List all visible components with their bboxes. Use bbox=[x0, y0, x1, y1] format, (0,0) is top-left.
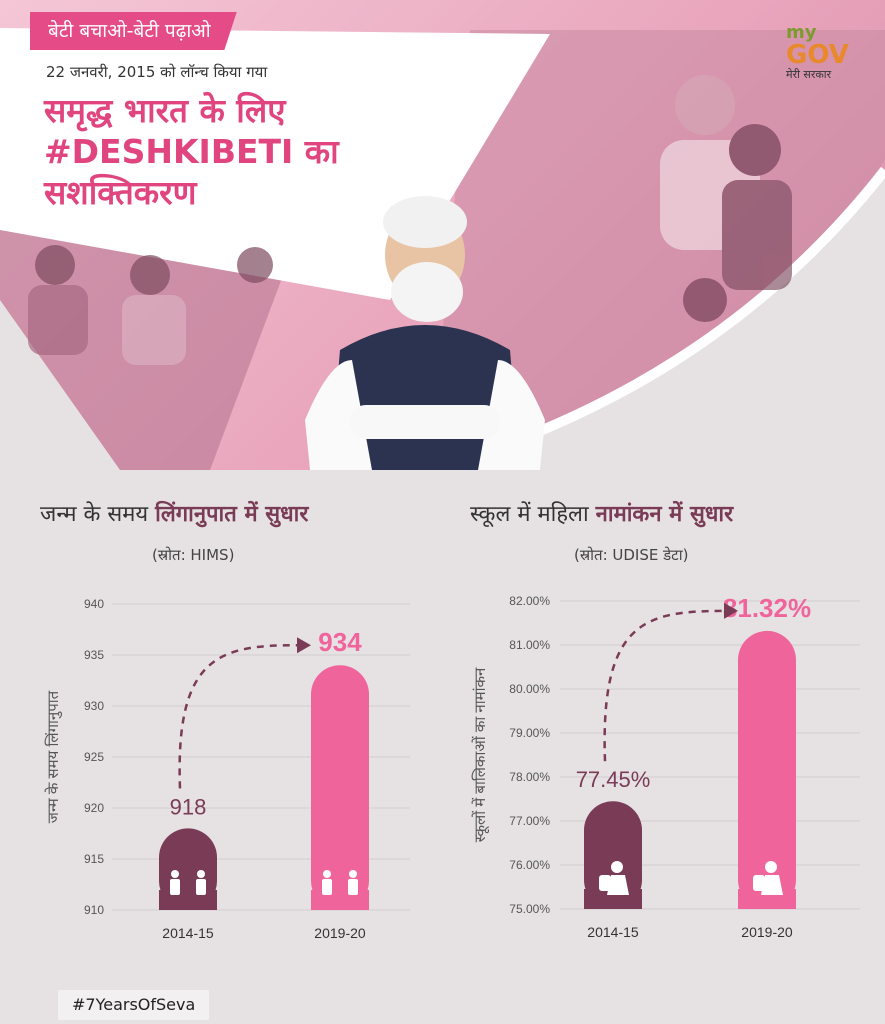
launch-date: 22 जनवरी, 2015 को लॉन्च किया गया bbox=[46, 63, 268, 81]
chart2-title-plain: स्कूल में महिला bbox=[470, 502, 596, 527]
mygov-logo: my GOV मेरी सरकार bbox=[786, 22, 866, 92]
y-tick-label: 77.00% bbox=[509, 814, 550, 828]
girl-head bbox=[611, 861, 623, 873]
backpack bbox=[753, 875, 765, 891]
chart2-source: (स्रोत: UDISE डेटा) bbox=[574, 546, 689, 564]
data-label: 81.32% bbox=[723, 593, 811, 623]
bar-base bbox=[311, 890, 369, 910]
person-head bbox=[349, 870, 357, 878]
y-tick-label: 79.00% bbox=[509, 726, 550, 740]
chart1-source: (स्रोत: HIMS) bbox=[152, 546, 235, 564]
boy-girl-icon bbox=[322, 870, 358, 895]
y-axis-label: जन्म के समय लिंगानुपात bbox=[44, 690, 63, 823]
y-tick-label: 925 bbox=[84, 750, 104, 764]
growth-arrow bbox=[603, 609, 725, 762]
y-tick-label: 930 bbox=[84, 699, 104, 713]
arrow-head bbox=[297, 637, 311, 654]
category-label: 2014-15 bbox=[587, 924, 639, 940]
data-label: 934 bbox=[318, 627, 362, 657]
y-tick-label: 78.00% bbox=[509, 770, 550, 784]
boy-girl-icon bbox=[170, 870, 206, 895]
y-tick-label: 82.00% bbox=[509, 594, 550, 608]
girl-dress bbox=[607, 875, 629, 895]
y-tick-label: 940 bbox=[84, 597, 104, 611]
category-label: 2019-20 bbox=[314, 925, 366, 941]
headline-line: समृद्ध भारत के लिए bbox=[44, 91, 286, 130]
y-tick-label: 81.00% bbox=[509, 638, 550, 652]
y-axis-label: स्कूलों में बालिकाओं का नामांकन bbox=[471, 667, 490, 842]
girl-head bbox=[765, 861, 777, 873]
students-photo bbox=[28, 245, 273, 365]
logo-my: my bbox=[786, 22, 817, 43]
y-tick-label: 75.00% bbox=[509, 902, 550, 916]
chart1-title: जन्म के समय लिंगानुपात में सुधार bbox=[40, 498, 308, 528]
person-body bbox=[322, 879, 332, 895]
person-head bbox=[323, 870, 331, 878]
person-body bbox=[348, 879, 358, 895]
headline-line: सशक्तिकरण bbox=[44, 173, 197, 212]
footer-hashtag: #7YearsOfSeva bbox=[58, 990, 210, 1020]
y-tick-label: 920 bbox=[84, 801, 104, 815]
person-head bbox=[197, 870, 205, 878]
bar-base bbox=[159, 890, 217, 910]
chart1-title-plain: जन्म के समय bbox=[40, 502, 156, 527]
chart1-title-bold: लिंगानुपात में सुधार bbox=[155, 502, 309, 527]
arrow-head bbox=[724, 602, 738, 619]
girl-dress bbox=[761, 875, 783, 895]
growth-arrow bbox=[178, 643, 298, 789]
chart1-svg: 940 935 930 925 920 915 910 जन्म के समय लिंगानु… bbox=[44, 597, 410, 941]
category-label: 2019-20 bbox=[741, 924, 793, 940]
portrait-figure bbox=[305, 196, 545, 470]
campaign-tag: बेटी बचाओ-बेटी पढ़ाओ bbox=[30, 12, 237, 50]
y-tick-label: 915 bbox=[84, 852, 104, 866]
y-tick-label: 76.00% bbox=[509, 858, 550, 872]
bar bbox=[311, 665, 369, 910]
category-label: 2014-15 bbox=[162, 925, 214, 941]
headline-line: #DESHKIBETI का bbox=[44, 132, 339, 171]
children-photo bbox=[660, 75, 792, 322]
chart2-svg: 82.00% 81.00% 80.00% 79.00% 78.00% 77.00% 76.0… bbox=[471, 593, 860, 940]
backpack bbox=[599, 875, 611, 891]
data-label: 918 bbox=[170, 794, 207, 819]
y-tick-label: 910 bbox=[84, 903, 104, 917]
chart2-title: स्कूल में महिला नामांकन में सुधार bbox=[470, 498, 733, 528]
person-body bbox=[170, 879, 180, 895]
schoolgirl-icon bbox=[753, 861, 783, 895]
data-label: 77.45% bbox=[576, 767, 651, 792]
y-tick-label: 935 bbox=[84, 648, 104, 662]
logo-gov: GOV bbox=[786, 40, 849, 70]
bar bbox=[738, 630, 796, 909]
bar bbox=[584, 801, 642, 909]
person-body bbox=[196, 879, 206, 895]
hero-banner: बेटी बचाओ-बेटी पढ़ाओ 22 जनवरी, 2015 को ल… bbox=[0, 0, 885, 470]
person-head bbox=[171, 870, 179, 878]
logo-subtitle: मेरी सरकार bbox=[786, 68, 832, 81]
y-tick-label: 80.00% bbox=[509, 682, 550, 696]
hero-artwork bbox=[0, 28, 885, 470]
divider-wedge-right bbox=[430, 170, 885, 470]
schoolgirl-icon bbox=[599, 861, 629, 895]
chart2-title-bold: नामांकन में सुधार bbox=[595, 502, 734, 527]
headline: समृद्ध भारत के लिए #DESHKIBETI का सशक्ति… bbox=[44, 90, 424, 213]
